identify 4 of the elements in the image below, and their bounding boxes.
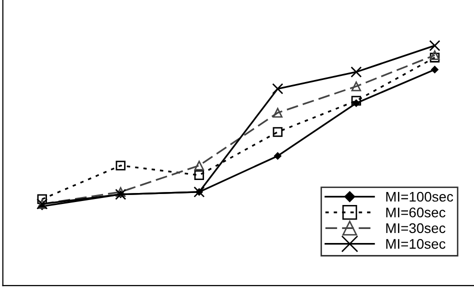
legend-label: MI=30sec [386, 223, 446, 234]
legend-label: MI=10sec [386, 239, 446, 249]
legend-label: MI=100sec [386, 192, 454, 202]
legend-label: MI=60sec [386, 208, 446, 218]
